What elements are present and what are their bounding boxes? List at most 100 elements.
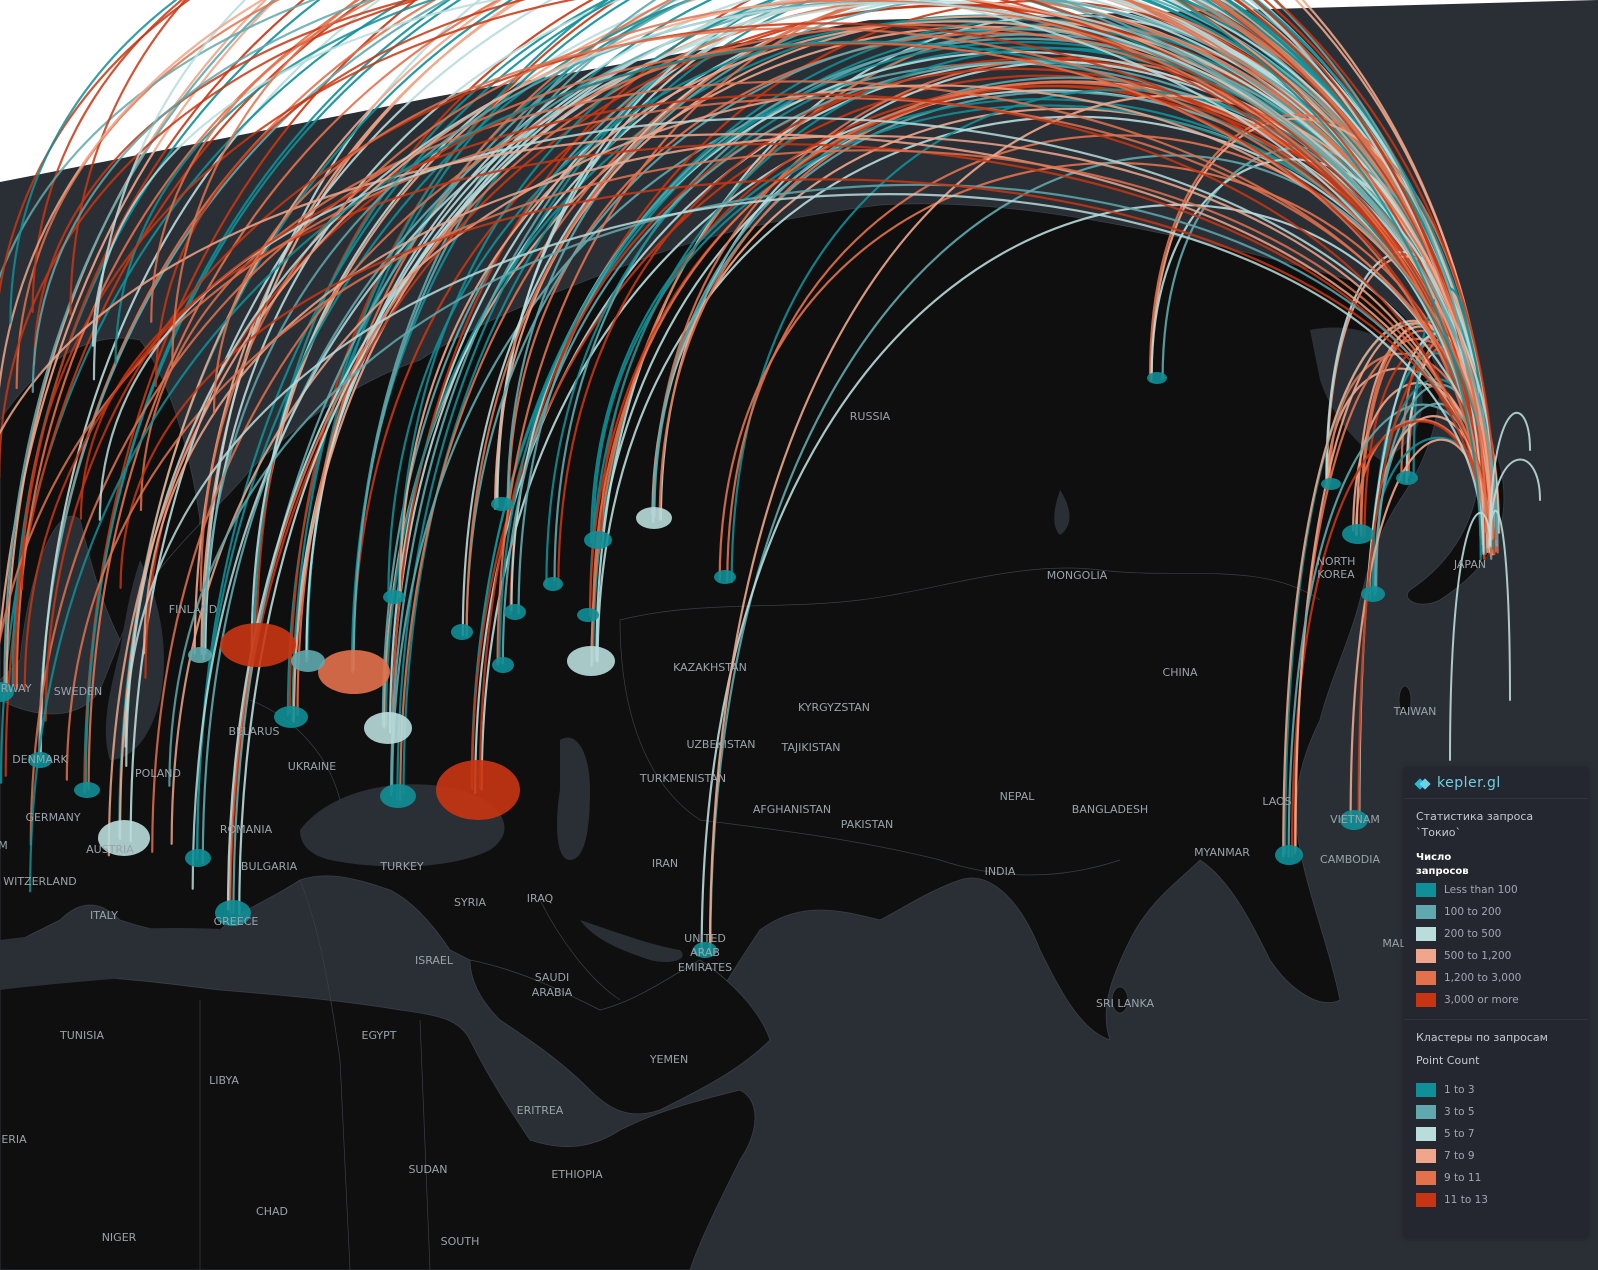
cluster-point[interactable] <box>318 650 390 694</box>
flight-arc <box>0 0 1496 648</box>
cluster-point[interactable] <box>1321 478 1341 490</box>
land-masses <box>0 203 1505 1270</box>
flight-arc <box>0 0 1493 541</box>
persian-gulf <box>580 920 683 962</box>
label-italy: ITALY <box>90 909 118 922</box>
cluster-point[interactable] <box>291 650 325 672</box>
flight-arc <box>84 0 1494 789</box>
field-name-line2: запросов <box>1416 866 1469 877</box>
cluster-point[interactable] <box>636 507 672 529</box>
legend-point-count-label: 11 to 13 <box>1444 1194 1488 1206</box>
legend-point-count-swatch <box>1416 1127 1436 1141</box>
legend-point-count-swatch <box>1416 1105 1436 1119</box>
label-belarus: BELARUS <box>228 725 279 738</box>
legend-point-count-swatch <box>1416 1083 1436 1097</box>
label-ukraine: UKRAINE <box>288 760 336 773</box>
label-kyrgyzstan: KYRGYZSTAN <box>798 701 870 714</box>
cluster-point[interactable] <box>693 942 717 958</box>
cluster-point[interactable] <box>436 760 520 820</box>
label-russia: RUSSIA <box>850 410 891 423</box>
cluster-point[interactable] <box>380 784 416 808</box>
legend-query-count-swatch <box>1416 927 1436 941</box>
label-turkey: TURKEY <box>379 860 424 873</box>
label-vietnam: VIETNAM <box>1330 813 1380 826</box>
flight-arc <box>13 0 1487 687</box>
arc-layer <box>0 0 1541 955</box>
red-sea <box>450 1000 586 1125</box>
cluster-point[interactable] <box>98 820 150 856</box>
kepler-logo-icon <box>1414 777 1431 790</box>
cluster-point[interactable] <box>74 782 100 798</box>
legend-layer-clusters: Кластеры по запросам Point Count 1 to 3 3… <box>1404 1020 1588 1219</box>
legend-point-count-label: 7 to 9 <box>1444 1150 1475 1162</box>
country-borders <box>199 567 1321 1270</box>
legend-point-count-label: 5 to 7 <box>1444 1128 1475 1140</box>
label-niger: NIGER <box>102 1231 137 1244</box>
legend-query-count-swatch <box>1416 993 1436 1007</box>
legend-query-count-row: 1,200 to 3,000 <box>1416 967 1576 989</box>
label-syria: SYRIA <box>454 896 487 909</box>
label-china: CHINA <box>1163 666 1198 679</box>
cluster-point[interactable] <box>543 577 563 591</box>
land-africa <box>0 975 756 1270</box>
cluster-point[interactable] <box>1361 586 1385 602</box>
cluster-point[interactable] <box>383 590 405 604</box>
legend-query-count-label: 1,200 to 3,000 <box>1444 972 1522 984</box>
cluster-field-name: Point Count <box>1416 1054 1480 1067</box>
label-libya: LIBYA <box>209 1074 239 1087</box>
cluster-point[interactable] <box>714 570 736 584</box>
land-arabia <box>469 959 771 1115</box>
cluster-point[interactable] <box>491 497 513 511</box>
cluster-point[interactable] <box>0 682 14 702</box>
label-iraq: IRAQ <box>527 892 554 905</box>
label-north-korea-line1: NORTH <box>1317 555 1356 568</box>
flight-arc <box>23 93 1486 692</box>
cluster-point[interactable] <box>220 623 296 667</box>
cluster-point[interactable] <box>1147 372 1167 384</box>
cluster-point[interactable] <box>188 647 212 663</box>
flight-arc <box>0 97 1497 647</box>
land-taiwan <box>1398 685 1412 715</box>
label-nepal: NEPAL <box>1000 790 1036 803</box>
cluster-point[interactable] <box>492 657 514 673</box>
label-edge-partial: M <box>0 839 8 852</box>
legend-query-count-label: Less than 100 <box>1444 884 1518 896</box>
brand-name: kepler.gl <box>1437 775 1501 791</box>
cluster-point[interactable] <box>215 900 251 926</box>
cluster-point[interactable] <box>577 608 599 622</box>
legend-items-query-count: Less than 100 100 to 200 200 to 500 500 to … <box>1416 879 1576 1011</box>
cluster-point[interactable] <box>584 531 612 549</box>
cluster-point[interactable] <box>451 624 473 640</box>
legend-point-count-swatch <box>1416 1149 1436 1163</box>
flight-arc <box>168 183 1493 787</box>
label-romania: ROMANIA <box>220 823 273 836</box>
legend-query-count-row: 3,000 or more <box>1416 989 1576 1011</box>
flight-arc <box>3 0 1488 687</box>
cluster-point[interactable] <box>567 646 615 676</box>
label-sweden: SWEDEN <box>54 685 102 698</box>
label-afghanistan: AFGHANISTAN <box>753 803 831 816</box>
legend-query-count-swatch <box>1416 971 1436 985</box>
cluster-point[interactable] <box>504 604 526 620</box>
flight-arc <box>98 116 1498 547</box>
cluster-point[interactable] <box>1275 845 1303 865</box>
cluster-point[interactable] <box>364 712 412 744</box>
legend-header: kepler.gl <box>1404 768 1588 799</box>
label-uzbekistan: UZBEKISTAN <box>687 738 756 751</box>
legend-query-count-label: 100 to 200 <box>1444 906 1502 918</box>
flight-arc <box>65 149 1493 781</box>
label-pakistan: PAKISTAN <box>841 818 894 831</box>
flight-arc <box>31 0 1488 536</box>
cluster-point[interactable] <box>1342 524 1374 544</box>
label-uae-line1: UNITED <box>684 932 726 945</box>
cluster-point[interactable] <box>185 849 211 867</box>
cluster-point[interactable] <box>1396 471 1418 485</box>
legend-query-count-swatch <box>1416 905 1436 919</box>
flight-arc <box>107 0 1492 857</box>
label-sudan: SUDAN <box>408 1163 447 1176</box>
cluster-point[interactable] <box>274 706 308 728</box>
legend-items-point-count: 1 to 3 3 to 5 5 to 7 7 to 9 9 to 11 11 to 13 <box>1416 1079 1576 1211</box>
cluster-point[interactable] <box>28 752 52 768</box>
cluster-point[interactable] <box>1340 810 1368 830</box>
